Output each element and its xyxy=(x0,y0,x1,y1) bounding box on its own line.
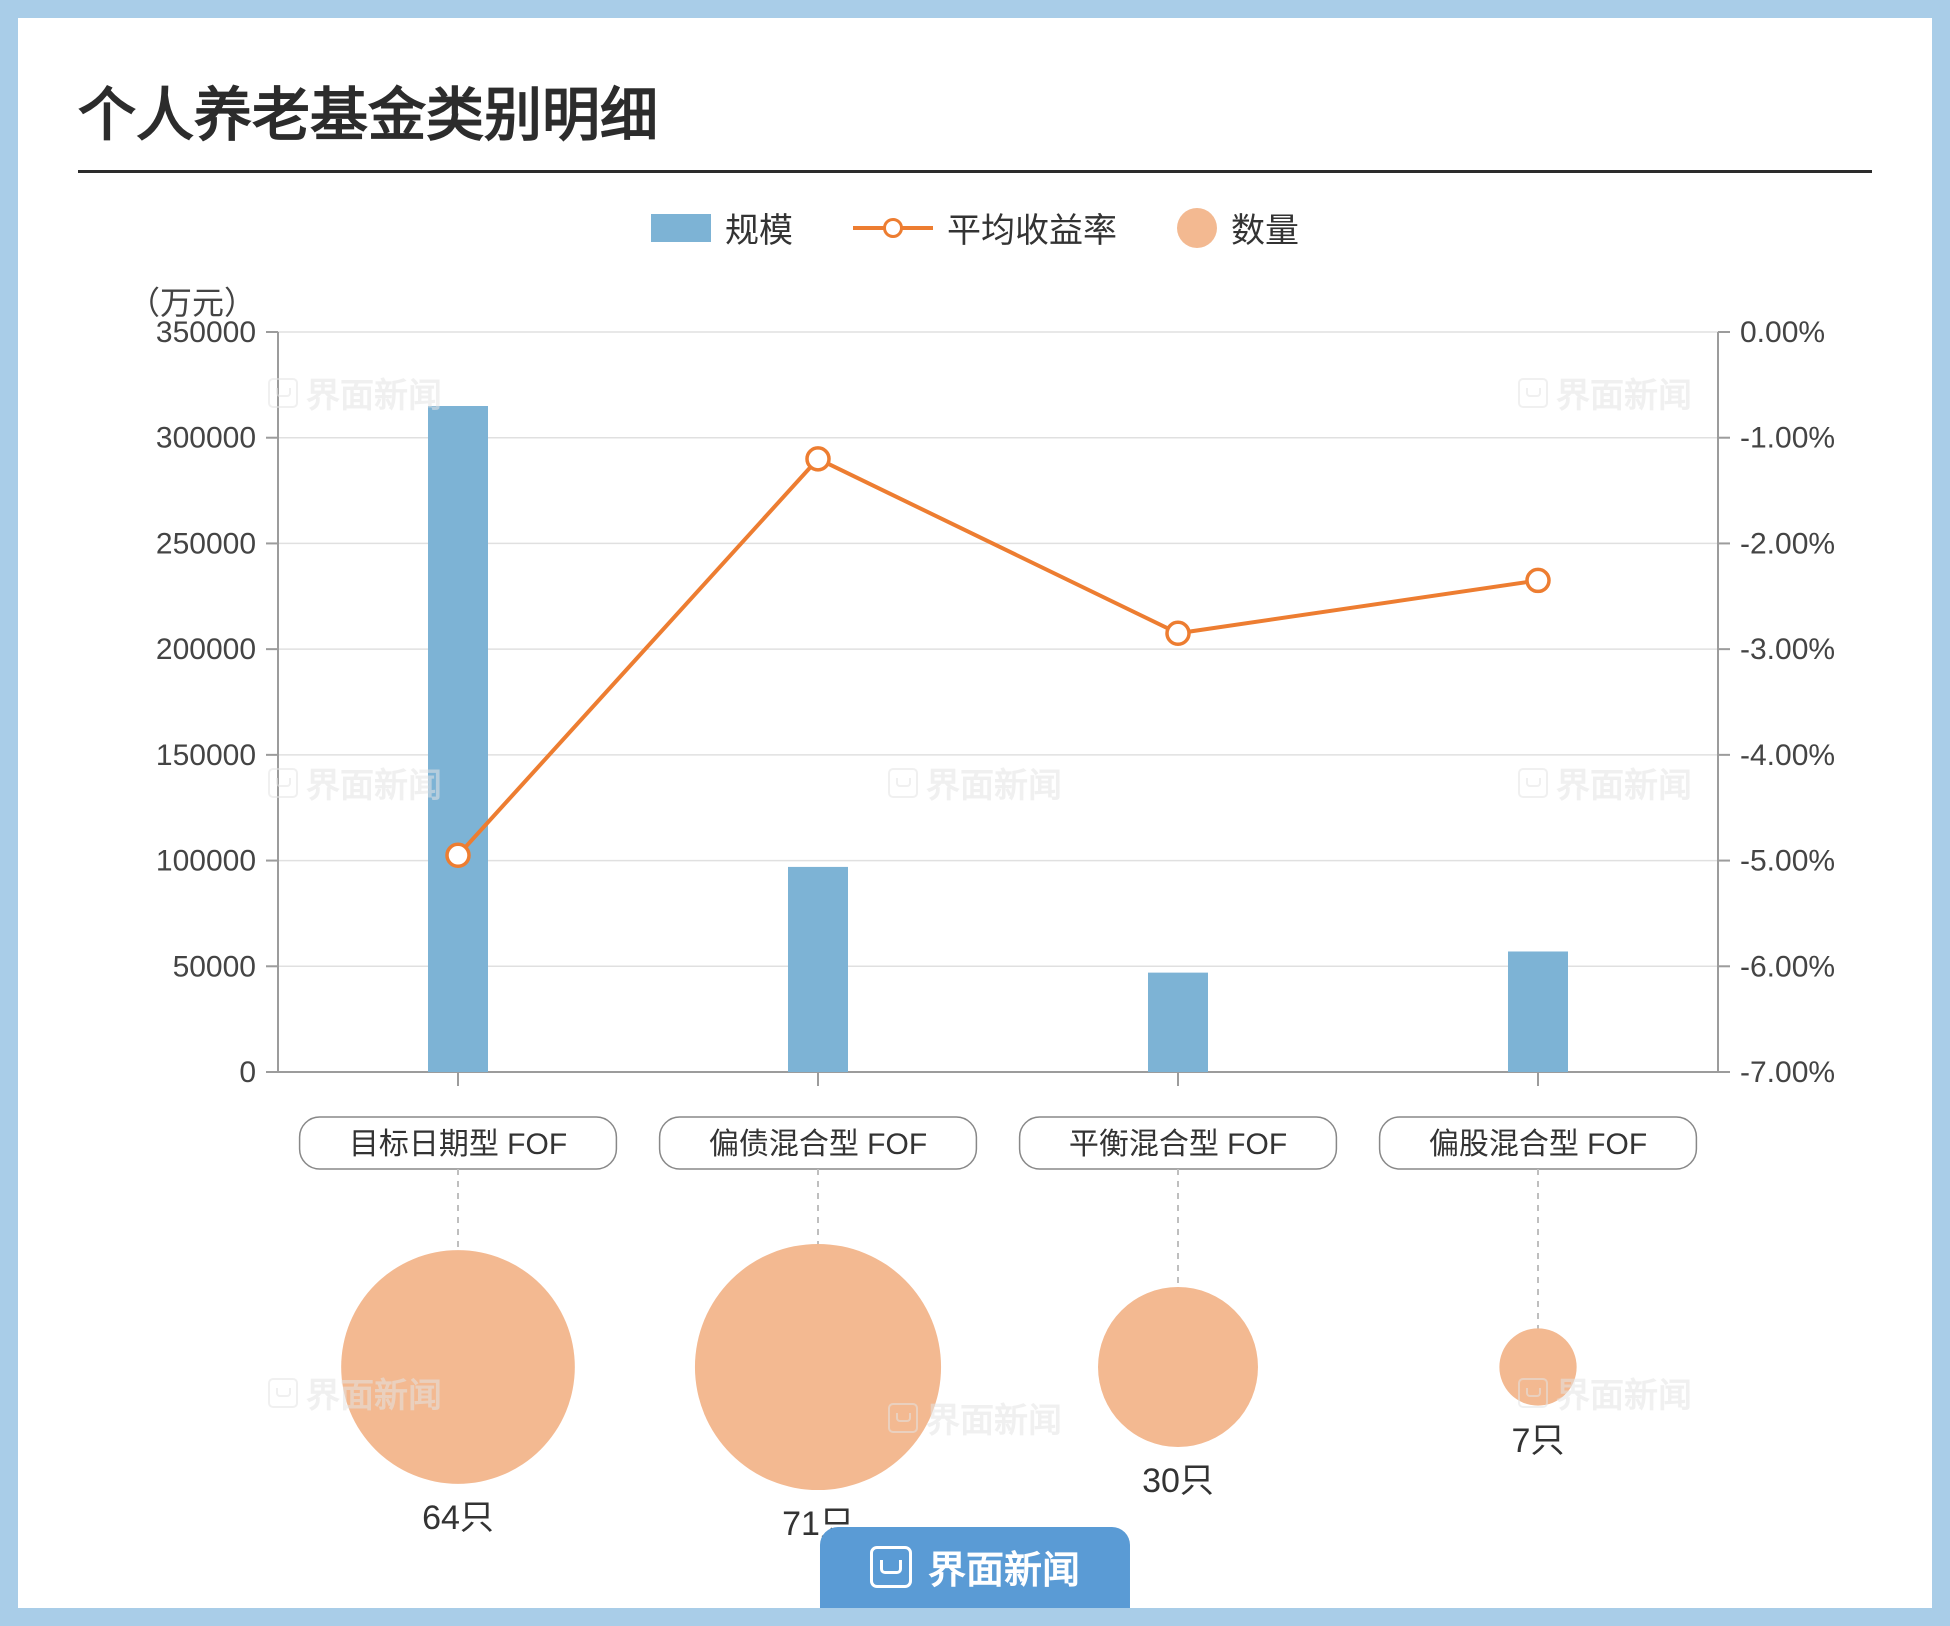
legend-item-bar: 规模 xyxy=(651,203,793,252)
right-tick-label: -7.00% xyxy=(1740,1056,1835,1089)
right-tick-label: -2.00% xyxy=(1740,527,1835,560)
right-tick-label: -4.00% xyxy=(1740,739,1835,772)
legend-line-label: 平均收益率 xyxy=(947,203,1117,252)
bar xyxy=(428,406,488,1072)
yield-marker xyxy=(447,844,469,866)
count-label: 30只 xyxy=(1142,1462,1214,1500)
bar xyxy=(788,867,848,1072)
bar-swatch-icon xyxy=(651,214,711,242)
count-bubble xyxy=(341,1250,575,1484)
footer-badge: 界面新闻 xyxy=(820,1527,1130,1608)
plot-area: （万元）050000100000150000200000250000300000… xyxy=(78,272,1872,1592)
legend-bar-label: 规模 xyxy=(725,203,793,252)
left-tick-label: 200000 xyxy=(156,633,256,666)
yield-marker xyxy=(1527,569,1549,591)
line-swatch-icon xyxy=(853,226,933,230)
footer-logo-icon xyxy=(870,1546,912,1588)
category-label: 偏股混合型 FOF xyxy=(1429,1128,1647,1161)
count-label: 7只 xyxy=(1512,1422,1565,1460)
right-tick-label: -1.00% xyxy=(1740,422,1835,455)
left-tick-label: 350000 xyxy=(156,316,256,349)
count-bubble xyxy=(1499,1328,1576,1405)
legend-item-line: 平均收益率 xyxy=(853,203,1117,252)
bar xyxy=(1148,973,1208,1072)
chart-panel: 个人养老基金类别明细 规模 平均收益率 数量 （万元）0500001000001… xyxy=(18,18,1932,1608)
legend-item-bubble: 数量 xyxy=(1177,203,1299,252)
left-tick-label: 50000 xyxy=(173,950,256,983)
right-tick-label: -5.00% xyxy=(1740,845,1835,878)
legend-bubble-label: 数量 xyxy=(1231,203,1299,252)
yield-line xyxy=(458,459,1538,855)
left-tick-label: 0 xyxy=(239,1056,256,1089)
left-tick-label: 250000 xyxy=(156,527,256,560)
right-tick-label: 0.00% xyxy=(1740,316,1825,349)
bar xyxy=(1508,951,1568,1072)
count-bubble xyxy=(695,1244,941,1490)
yield-marker xyxy=(807,448,829,470)
count-bubble xyxy=(1098,1287,1258,1447)
bubble-swatch-icon xyxy=(1177,208,1217,248)
left-tick-label: 100000 xyxy=(156,845,256,878)
legend: 规模 平均收益率 数量 xyxy=(78,203,1872,252)
right-tick-label: -3.00% xyxy=(1740,633,1835,666)
left-tick-label: 300000 xyxy=(156,422,256,455)
left-tick-label: 150000 xyxy=(156,739,256,772)
outer-frame: 个人养老基金类别明细 规模 平均收益率 数量 （万元）0500001000001… xyxy=(0,0,1950,1626)
footer-text: 界面新闻 xyxy=(928,1539,1080,1594)
category-label: 平衡混合型 FOF xyxy=(1069,1128,1287,1161)
right-tick-label: -6.00% xyxy=(1740,950,1835,983)
yield-marker xyxy=(1167,622,1189,644)
chart-title: 个人养老基金类别明细 xyxy=(78,68,1872,173)
chart-svg: （万元）050000100000150000200000250000300000… xyxy=(78,272,1908,1592)
count-label: 64只 xyxy=(422,1499,494,1537)
category-label: 偏债混合型 FOF xyxy=(709,1128,927,1161)
category-label: 目标日期型 FOF xyxy=(349,1128,567,1161)
